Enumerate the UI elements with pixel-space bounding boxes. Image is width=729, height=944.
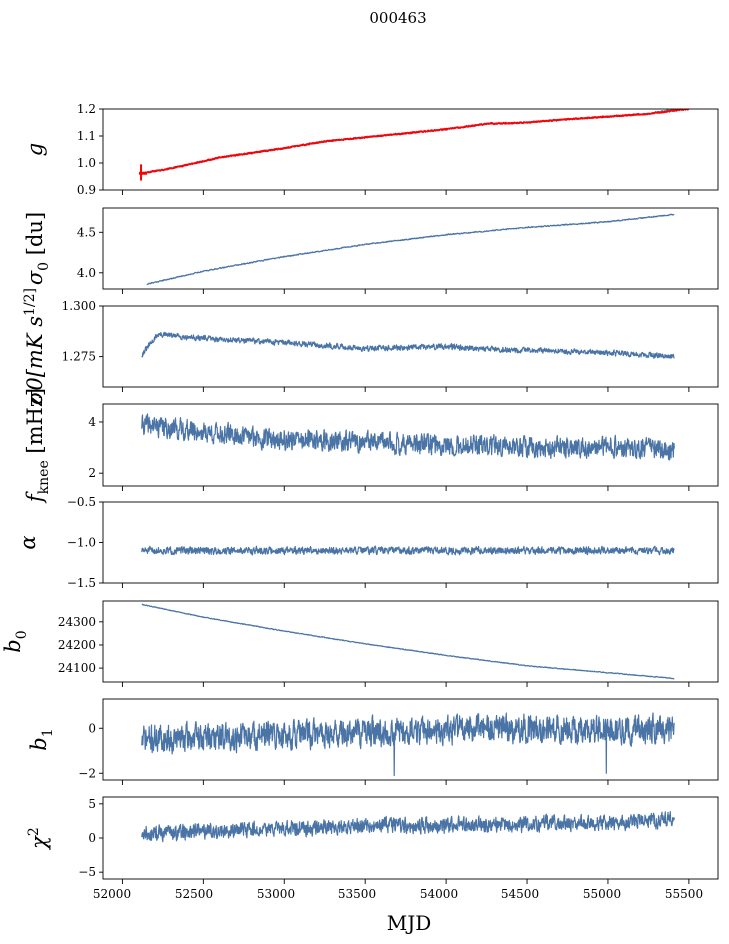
series-line	[141, 545, 675, 556]
axes-frame	[102, 796, 719, 880]
series-line	[141, 109, 690, 175]
y-tick-label: −1.5	[67, 576, 96, 590]
y-tick-label: 1.2	[77, 102, 96, 116]
x-axis: 52000 52500 53000 53500 54000 54500 5500…	[93, 887, 703, 935]
y-tick-label: 1.1	[77, 129, 96, 143]
x-tick-label: 55500	[665, 887, 703, 901]
axes-frame	[102, 501, 719, 584]
y-tick-label: 0	[88, 831, 96, 845]
y-tick-label: 1.0	[77, 156, 96, 170]
y-tick-label: 4.0	[77, 266, 96, 280]
axes-frame	[102, 207, 719, 290]
series-line	[141, 603, 675, 680]
y-axis-label: b1	[27, 728, 56, 750]
x-tick-label: 52500	[175, 887, 213, 901]
x-axis-label: MJD	[387, 911, 432, 935]
axes-frame	[102, 600, 719, 683]
y-tick-label: 4.5	[77, 225, 96, 239]
series-line	[141, 712, 675, 777]
x-tick-label: 54500	[501, 887, 539, 901]
series-line	[141, 810, 675, 843]
axes-frame	[102, 698, 719, 781]
y-tick-label: −2	[78, 766, 96, 780]
y-tick-label: 0	[88, 721, 96, 735]
y-axis-label: σ0 [du]	[23, 212, 52, 285]
y-tick-label: 5	[88, 797, 96, 811]
series-line	[141, 413, 675, 461]
x-tick-label: 55000	[583, 887, 621, 901]
y-tick-label: 4	[88, 415, 96, 429]
y-tick-label: 2	[88, 466, 96, 480]
series-line	[141, 109, 675, 175]
axes-frame	[102, 305, 719, 388]
panel-sigma0-du: 4.0 4.5 σ0 [du]	[23, 207, 719, 294]
series-line	[146, 213, 675, 286]
y-tick-label: 24100	[58, 661, 96, 675]
y-axis-label: fknee [mHz]	[23, 388, 52, 504]
y-tick-label: −0.5	[67, 495, 96, 509]
y-axis-label: χ2	[26, 827, 51, 851]
y-axis-label: g	[23, 143, 47, 156]
series-line	[141, 331, 675, 359]
x-tick-label: 53000	[257, 887, 295, 901]
y-tick-label: −1.0	[67, 536, 96, 550]
panel-sigma0-mk: 1.275 1.300 σ0[mK s1/2]	[22, 288, 719, 405]
y-axis-label: α	[16, 535, 40, 549]
y-tick-label: −5	[78, 865, 96, 879]
axes-frame	[102, 403, 719, 487]
axes-frame	[102, 108, 719, 191]
panel-b1: −2 0 b1	[27, 698, 719, 785]
figure-title: 000463	[369, 9, 426, 27]
y-tick-label: 24300	[58, 615, 96, 629]
x-tick-label: 52000	[93, 887, 131, 901]
y-tick-label: 1.275	[62, 350, 96, 364]
x-tick-label: 53500	[338, 887, 376, 901]
panel-chi2: −5 0 5 χ2	[26, 796, 719, 884]
x-tick-label: 54000	[420, 887, 458, 901]
panel-g: 0.9 1.0 1.1 1.2 g	[23, 102, 719, 197]
panel-fknee: 2 4 fknee [mHz]	[23, 388, 719, 504]
y-tick-label: 1.300	[62, 299, 96, 313]
y-axis-label: σ0[mK s1/2]	[22, 288, 47, 405]
panel-b0: 24100 24200 24300 b0	[1, 600, 719, 687]
y-tick-label: 24200	[58, 638, 96, 652]
panel-alpha: −1.5 −1.0 −0.5 α	[16, 495, 719, 590]
y-tick-label: 0.9	[77, 183, 96, 197]
y-axis-label: b0	[1, 630, 30, 652]
